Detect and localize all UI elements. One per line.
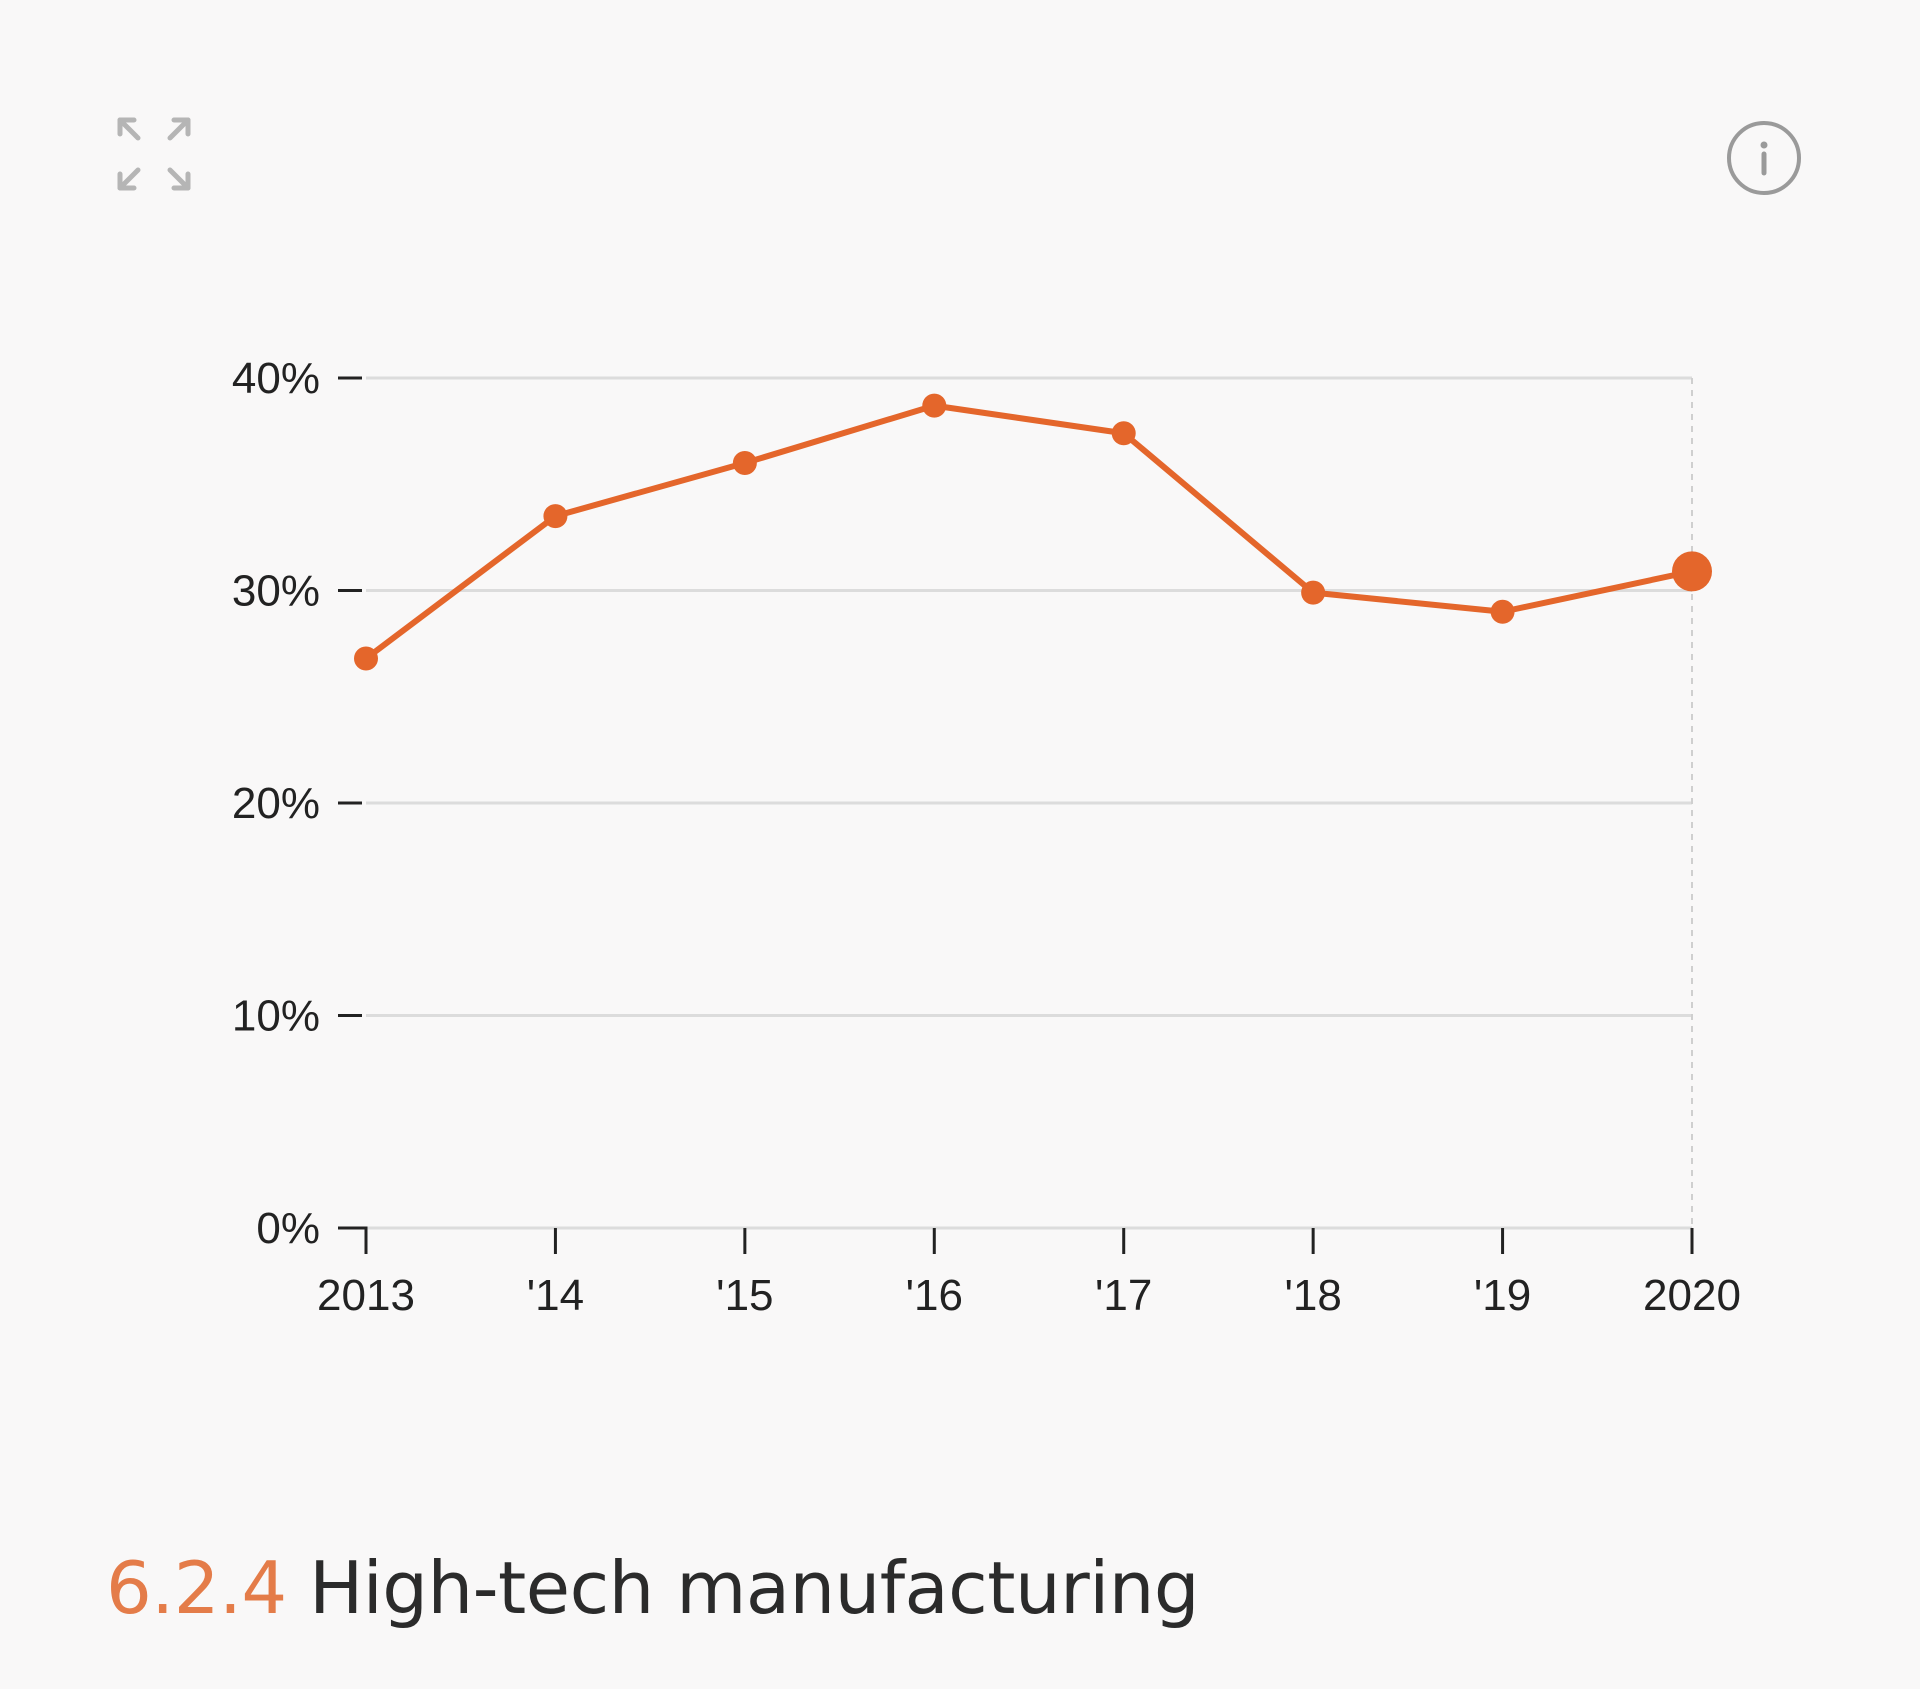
x-tick-label: '15 <box>716 1271 773 1320</box>
data-point <box>543 504 568 529</box>
x-tick-label: 2020 <box>1643 1271 1741 1320</box>
y-tick-label: 40% <box>232 354 320 403</box>
data-point <box>354 646 378 671</box>
data-point <box>1111 421 1136 446</box>
expand-button[interactable] <box>112 112 196 196</box>
x-tick-label: '14 <box>527 1271 584 1320</box>
y-tick-label: 30% <box>232 567 320 616</box>
y-tick-label: 10% <box>232 992 320 1041</box>
section-heading: 6.2.4 High-tech manufacturing <box>106 1546 1200 1630</box>
axes: 0% 10% 20% 30% 40% 2013 '14 '15 '16 '17 '18 '19 2020 <box>232 354 1741 1320</box>
x-tick-label: '16 <box>906 1271 963 1320</box>
line-chart: 0% 10% 20% 30% 40% 2013 '14 '15 '16 '17 '18 '19 2020 <box>232 354 1741 1320</box>
y-tick-label: 20% <box>232 779 320 828</box>
x-tick-label: '19 <box>1474 1271 1531 1320</box>
y-tick-label: 0% <box>256 1204 320 1253</box>
origin-bracket <box>338 1226 368 1254</box>
series-high-tech-manufacturing <box>354 393 1712 671</box>
data-point <box>922 393 947 418</box>
data-point <box>1301 580 1326 605</box>
expand-arrows-icon <box>117 117 191 191</box>
x-tick-label: '17 <box>1095 1271 1152 1320</box>
gridlines <box>366 376 1692 1230</box>
info-button[interactable] <box>1724 118 1804 198</box>
series-line <box>363 402 1695 662</box>
x-tick-label: 2013 <box>317 1271 415 1320</box>
section-title: High-tech manufacturing <box>309 1546 1200 1630</box>
x-tick-label: '18 <box>1284 1271 1341 1320</box>
data-point <box>732 451 757 475</box>
info-circle-icon <box>1727 121 1801 195</box>
data-point <box>1490 599 1515 624</box>
data-point-highlight <box>1672 551 1712 592</box>
section-number: 6.2.4 <box>106 1546 287 1630</box>
